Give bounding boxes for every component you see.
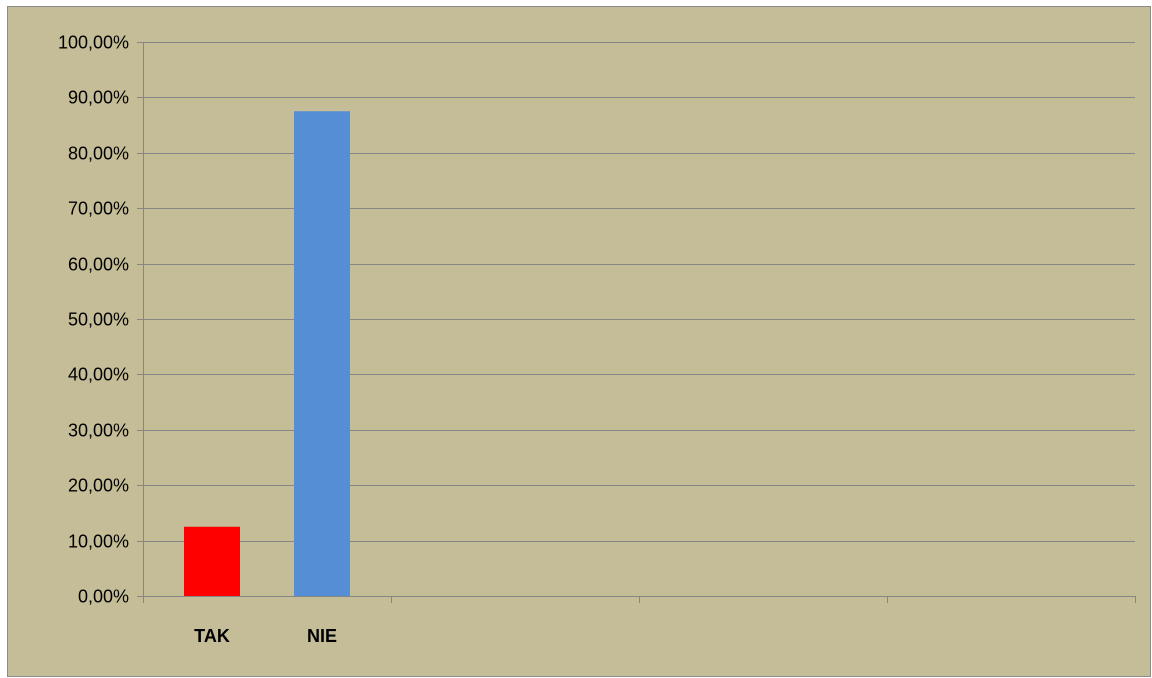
- y-tick-label: 60,00%: [68, 255, 129, 275]
- y-tick-label: 100,00%: [58, 33, 129, 53]
- y-tick-label: 20,00%: [68, 476, 129, 496]
- y-tick-label: 90,00%: [68, 88, 129, 108]
- x-axis: [143, 596, 1136, 603]
- y-tick-label: 30,00%: [68, 421, 129, 441]
- x-category-label: NIE: [307, 626, 337, 646]
- y-tick-label: 70,00%: [68, 199, 129, 219]
- y-tick-label: 50,00%: [68, 310, 129, 330]
- y-tick-label: 40,00%: [68, 365, 129, 385]
- y-axis-tick-labels: 0,00% 10,00% 20,00% 30,00% 40,00% 50,00% 60,00…: [58, 33, 129, 607]
- y-tick-label: 0,00%: [78, 587, 129, 607]
- bar-nie: [294, 111, 350, 596]
- bar-tak: [184, 526, 240, 596]
- bars: [184, 111, 350, 596]
- gridlines: [137, 42, 1135, 597]
- x-category-label: TAK: [194, 626, 230, 646]
- y-tick-label: 80,00%: [68, 144, 129, 164]
- y-tick-label: 10,00%: [68, 532, 129, 552]
- x-axis-category-labels: TAK NIE: [194, 626, 337, 646]
